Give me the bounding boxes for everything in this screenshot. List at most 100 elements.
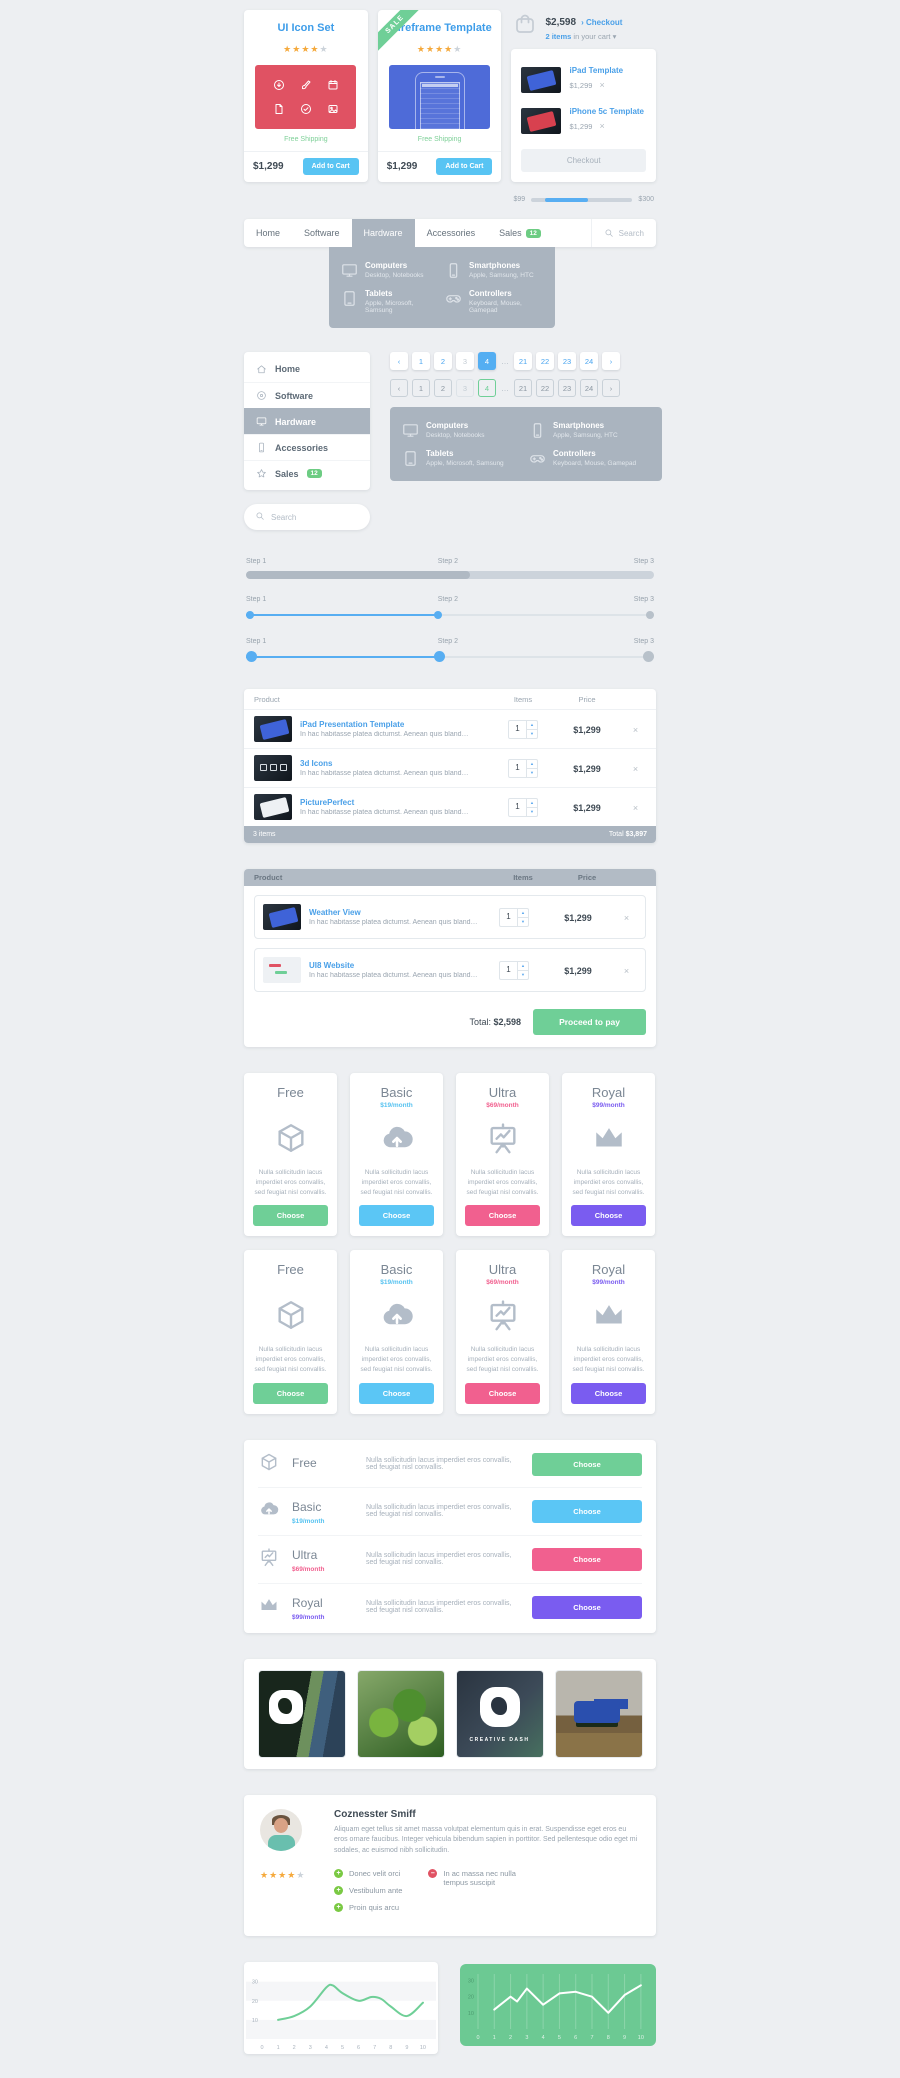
sidebar-item-home[interactable]: Home: [244, 356, 370, 382]
page-button-4[interactable]: 4: [478, 352, 496, 370]
checkout-link[interactable]: › Checkout: [581, 18, 622, 27]
product-link[interactable]: PicturePerfect: [300, 798, 355, 807]
mega-item-computers[interactable]: Computers Desktop, Notebooks: [341, 261, 439, 279]
remove-row-icon[interactable]: ×: [632, 803, 639, 813]
choose-button-free[interactable]: Choose: [253, 1205, 328, 1227]
sidebar-item-hardware[interactable]: Hardware: [244, 408, 370, 434]
nav-item-sales[interactable]: Sales 12: [487, 219, 553, 247]
mega-item-controllers[interactable]: Controllers Keyboard, Mouse, Gamepad: [445, 289, 543, 314]
slider-handle[interactable]: [433, 651, 445, 662]
slider-handle[interactable]: [433, 611, 442, 619]
product-link[interactable]: iPad Presentation Template: [300, 720, 405, 729]
page-button-3[interactable]: 3: [456, 379, 474, 397]
page-button-2[interactable]: 2: [434, 379, 452, 397]
sidebar-item-software[interactable]: Software: [244, 382, 370, 408]
remove-item-icon[interactable]: ×: [599, 80, 605, 90]
page-button--[interactable]: ‹: [390, 352, 408, 370]
page-button-2[interactable]: 2: [434, 352, 452, 370]
choose-button-basic[interactable]: Choose: [359, 1205, 434, 1227]
slider-handle[interactable]: [643, 651, 654, 662]
page-button--[interactable]: ‹: [390, 379, 408, 397]
increase-icon[interactable]: ▲: [518, 909, 528, 918]
remove-row-icon[interactable]: ×: [623, 913, 630, 923]
nav-item-accessories[interactable]: Accessories: [415, 219, 488, 247]
remove-row-icon[interactable]: ×: [623, 966, 630, 976]
range-fill[interactable]: [545, 197, 588, 202]
choose-button-royal[interactable]: Choose: [571, 1382, 646, 1404]
decrease-icon[interactable]: ▼: [530, 769, 534, 775]
mega-item-smartphones[interactable]: Smartphones Apple, Samsung, HTC: [445, 261, 543, 279]
page-button-24[interactable]: 24: [580, 352, 598, 370]
slider-handle[interactable]: [246, 611, 254, 619]
product-link[interactable]: UI8 Website: [309, 961, 355, 970]
slider-handle[interactable]: [246, 651, 257, 662]
add-to-cart-button[interactable]: Add to Cart: [302, 158, 359, 175]
quantity-stepper[interactable]: 1 ▲ ▼: [499, 960, 529, 980]
choose-button-basic[interactable]: Choose: [532, 1499, 642, 1523]
quantity-stepper[interactable]: 1 ▲ ▼: [508, 797, 538, 817]
slider-track[interactable]: [246, 651, 654, 663]
page-button--[interactable]: ›: [602, 352, 620, 370]
nav-item-home[interactable]: Home: [244, 219, 292, 247]
choose-button-ultra[interactable]: Choose: [532, 1547, 642, 1571]
quantity-stepper[interactable]: 1 ▲ ▼: [508, 758, 538, 778]
increase-icon[interactable]: ▲: [527, 760, 537, 769]
page-button-4[interactable]: 4: [478, 379, 496, 397]
product-link[interactable]: 3d Icons: [300, 759, 333, 768]
choose-button-basic[interactable]: Choose: [359, 1382, 434, 1404]
page-button-1[interactable]: 1: [412, 352, 430, 370]
page-button-22[interactable]: 22: [536, 352, 554, 370]
proceed-to-pay-button[interactable]: Proceed to pay: [533, 1009, 646, 1035]
page-button-21[interactable]: 21: [514, 379, 532, 397]
cart-checkout-button[interactable]: Checkout: [521, 149, 646, 172]
product-link[interactable]: Weather View: [309, 908, 361, 917]
gallery-photo-creativedash-logo[interactable]: CREATIVE DASH: [455, 1669, 544, 1758]
choose-button-ultra[interactable]: Choose: [465, 1205, 540, 1227]
page-button--[interactable]: ›: [602, 379, 620, 397]
decrease-icon[interactable]: ▼: [530, 808, 534, 814]
nav-item-hardware[interactable]: Hardware: [351, 219, 415, 247]
decrease-icon[interactable]: ▼: [521, 918, 525, 924]
page-button-3[interactable]: 3: [456, 352, 474, 370]
remove-row-icon[interactable]: ×: [632, 725, 639, 735]
quantity-stepper[interactable]: 1 ▲ ▼: [499, 907, 529, 927]
page-button-21[interactable]: 21: [514, 352, 532, 370]
choose-button-ultra[interactable]: Choose: [465, 1382, 540, 1404]
choose-button-free[interactable]: Choose: [253, 1382, 328, 1404]
remove-row-icon[interactable]: ×: [632, 764, 639, 774]
page-button-23[interactable]: 23: [558, 352, 576, 370]
sidebar-item-sales[interactable]: Sales 12: [244, 460, 370, 486]
slider-handle[interactable]: [646, 611, 654, 619]
page-button-24[interactable]: 24: [580, 379, 598, 397]
mega-item-tablets[interactable]: Tablets Apple, Microsoft, Samsung: [402, 449, 523, 467]
mega-item-computers[interactable]: Computers Desktop, Notebooks: [402, 421, 523, 439]
cart-item-link[interactable]: iPhone 5c Template: [569, 107, 645, 116]
page-button-1[interactable]: 1: [412, 379, 430, 397]
gallery-photo-green-paper-craft[interactable]: [356, 1669, 445, 1758]
cart-item-link[interactable]: iPad Template: [569, 66, 624, 75]
search-box[interactable]: Search: [244, 504, 370, 530]
mega-item-smartphones[interactable]: Smartphones Apple, Samsung, HTC: [529, 421, 650, 439]
increase-icon[interactable]: ▲: [527, 799, 537, 808]
choose-button-royal[interactable]: Choose: [532, 1595, 642, 1619]
page-button-22[interactable]: 22: [536, 379, 554, 397]
increase-icon[interactable]: ▲: [527, 721, 537, 730]
decrease-icon[interactable]: ▼: [521, 971, 525, 977]
increase-icon[interactable]: ▲: [518, 962, 528, 971]
slider-track[interactable]: [246, 609, 654, 621]
sidebar-item-accessories[interactable]: Accessories: [244, 434, 370, 460]
decrease-icon[interactable]: ▼: [530, 730, 534, 736]
gallery-photo-storefront-window[interactable]: [257, 1669, 346, 1758]
nav-item-software[interactable]: Software: [292, 219, 352, 247]
gallery-photo-robot-toy[interactable]: [554, 1669, 643, 1758]
price-range-slider[interactable]: $99 $300: [511, 196, 656, 203]
cart-items-summary[interactable]: 2 items in your cart ▾: [545, 32, 622, 41]
navbar-search[interactable]: Search: [590, 219, 656, 247]
quantity-stepper[interactable]: 1 ▲ ▼: [508, 719, 538, 739]
page-button-23[interactable]: 23: [558, 379, 576, 397]
mega-item-controllers[interactable]: Controllers Keyboard, Mouse, Gamepad: [529, 449, 650, 467]
mega-item-tablets[interactable]: Tablets Apple, Microsoft, Samsung: [341, 289, 439, 314]
choose-button-royal[interactable]: Choose: [571, 1205, 646, 1227]
range-track[interactable]: [531, 197, 633, 202]
choose-button-free[interactable]: Choose: [532, 1452, 642, 1476]
